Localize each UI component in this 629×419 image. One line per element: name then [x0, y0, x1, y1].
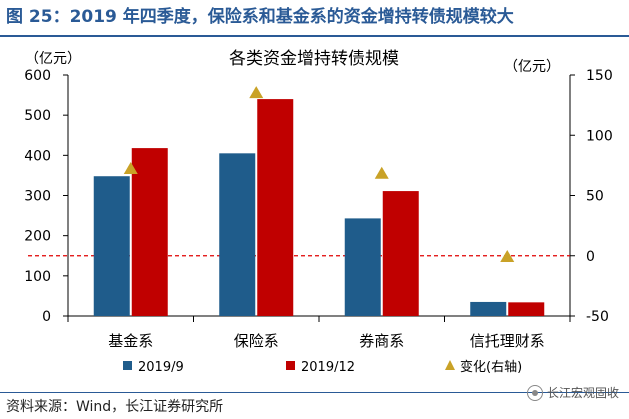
source-note: 资料来源：Wind，长江证券研究所: [6, 399, 224, 415]
legend-swatch: [286, 361, 295, 370]
right-y-tick-label: 100: [586, 128, 613, 144]
bar-2019-9: [93, 176, 130, 316]
x-category-label: 保险系: [234, 332, 279, 350]
change-marker: [249, 86, 264, 99]
watermark: 长江宏观固收: [526, 384, 619, 401]
wechat-icon: [526, 384, 543, 401]
legend-swatch: [123, 361, 132, 370]
plot-area: 0 100 200 300 400 500 600 -50 0 50 100 150 基金系 保险系 券商系…: [24, 68, 612, 350]
change-marker: [123, 161, 138, 174]
left-y-tick-label: 200: [24, 229, 51, 245]
footer-divider: [0, 392, 629, 393]
left-y-tick-label: 100: [24, 269, 51, 285]
bar-2019-12: [382, 191, 419, 316]
right-y-tick-label: 150: [586, 68, 613, 84]
right-y-tick-label: 0: [586, 249, 595, 265]
left-y-tick-label: 500: [24, 108, 51, 124]
legend-marker: [445, 360, 455, 370]
change-marker: [500, 249, 515, 262]
right-y-tick-label: 50: [586, 189, 604, 205]
x-category-label: 信托理财系: [470, 332, 545, 350]
chart-title: 各类资金增持转债规模: [229, 49, 399, 69]
bar-2019-12: [257, 99, 294, 316]
legend-label: 2019/12: [301, 360, 355, 375]
x-category-label: 基金系: [108, 332, 153, 350]
change-marker: [374, 166, 389, 179]
watermark-text: 长江宏观固收: [546, 386, 619, 400]
bar-2019-9: [470, 301, 507, 316]
left-y-tick-label: 300: [24, 189, 51, 205]
left-y-tick-label: 400: [24, 148, 51, 164]
left-axis-unit: （亿元）: [25, 51, 81, 67]
figure-caption: 图 25：2019 年四季度，保险系和基金系的资金增持转债规模较大: [6, 7, 514, 27]
left-y-tick-label: 0: [42, 309, 51, 325]
left-y-tick-label: 600: [24, 68, 51, 84]
right-y-tick-label: -50: [586, 309, 609, 325]
x-category-label: 券商系: [359, 332, 404, 350]
bar-2019-12: [508, 302, 545, 316]
right-axis-unit: （亿元）: [504, 59, 560, 75]
bar-2019-12: [131, 148, 168, 316]
bar-chart: 各类资金增持转债规模 （亿元） （亿元） 0100200300400500600…: [24, 49, 612, 375]
bar-2019-9: [219, 153, 256, 316]
legend-label: 变化(右轴): [460, 359, 522, 375]
bar-2019-9: [344, 218, 381, 316]
caption-divider: [0, 35, 629, 37]
legend-label: 2019/9: [138, 360, 184, 375]
chart-legend: 2019/9 2019/12 变化(右轴): [123, 359, 522, 375]
